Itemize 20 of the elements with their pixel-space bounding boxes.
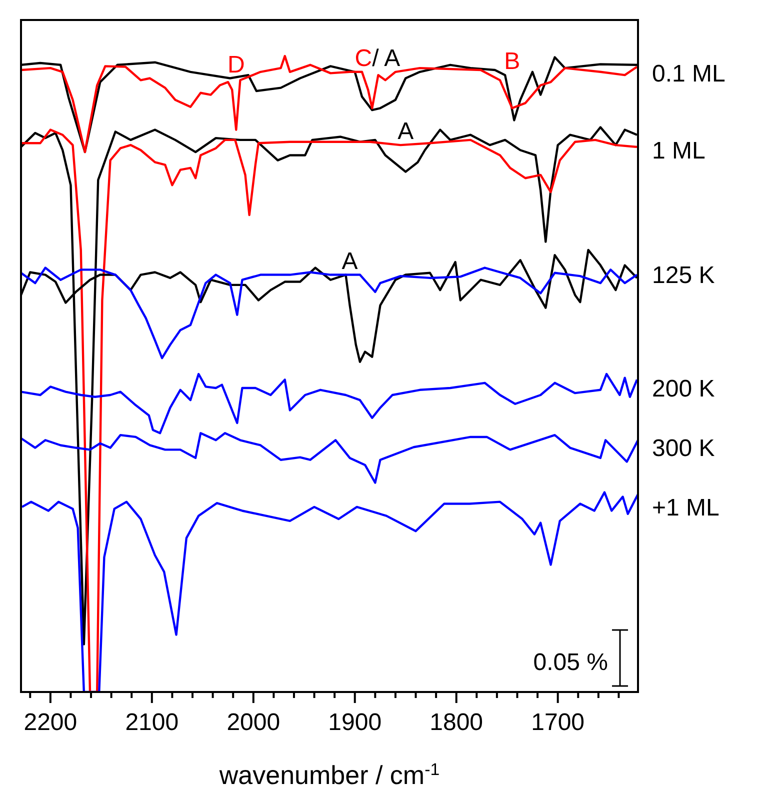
annotation: +1 ML xyxy=(652,494,720,522)
annotation: A xyxy=(398,118,414,146)
annotation: A xyxy=(342,248,358,275)
x-tick-label: 1800 xyxy=(430,709,484,736)
annotation: 0.1 ML xyxy=(652,60,726,88)
annotation: 125 K xyxy=(652,262,715,290)
annotation: 300 K xyxy=(652,435,715,462)
x-axis-title: wavenumber / cm$^{-1}$ xyxy=(218,760,440,790)
annotation: 200 K xyxy=(652,375,715,402)
x-tick-label: 2200 xyxy=(24,709,78,736)
annotation: B xyxy=(504,48,520,76)
annotation: C xyxy=(354,44,372,72)
annotation: / A xyxy=(372,44,400,72)
x-tick-label: 1900 xyxy=(328,709,382,736)
x-tick-label: 2000 xyxy=(226,709,280,736)
annotation: D xyxy=(227,51,245,78)
annotation: 1 ML xyxy=(652,138,706,165)
x-tick-label: 2100 xyxy=(125,709,179,736)
annotation: 0.05 % xyxy=(533,649,608,676)
x-tick-label: 1700 xyxy=(531,709,585,736)
